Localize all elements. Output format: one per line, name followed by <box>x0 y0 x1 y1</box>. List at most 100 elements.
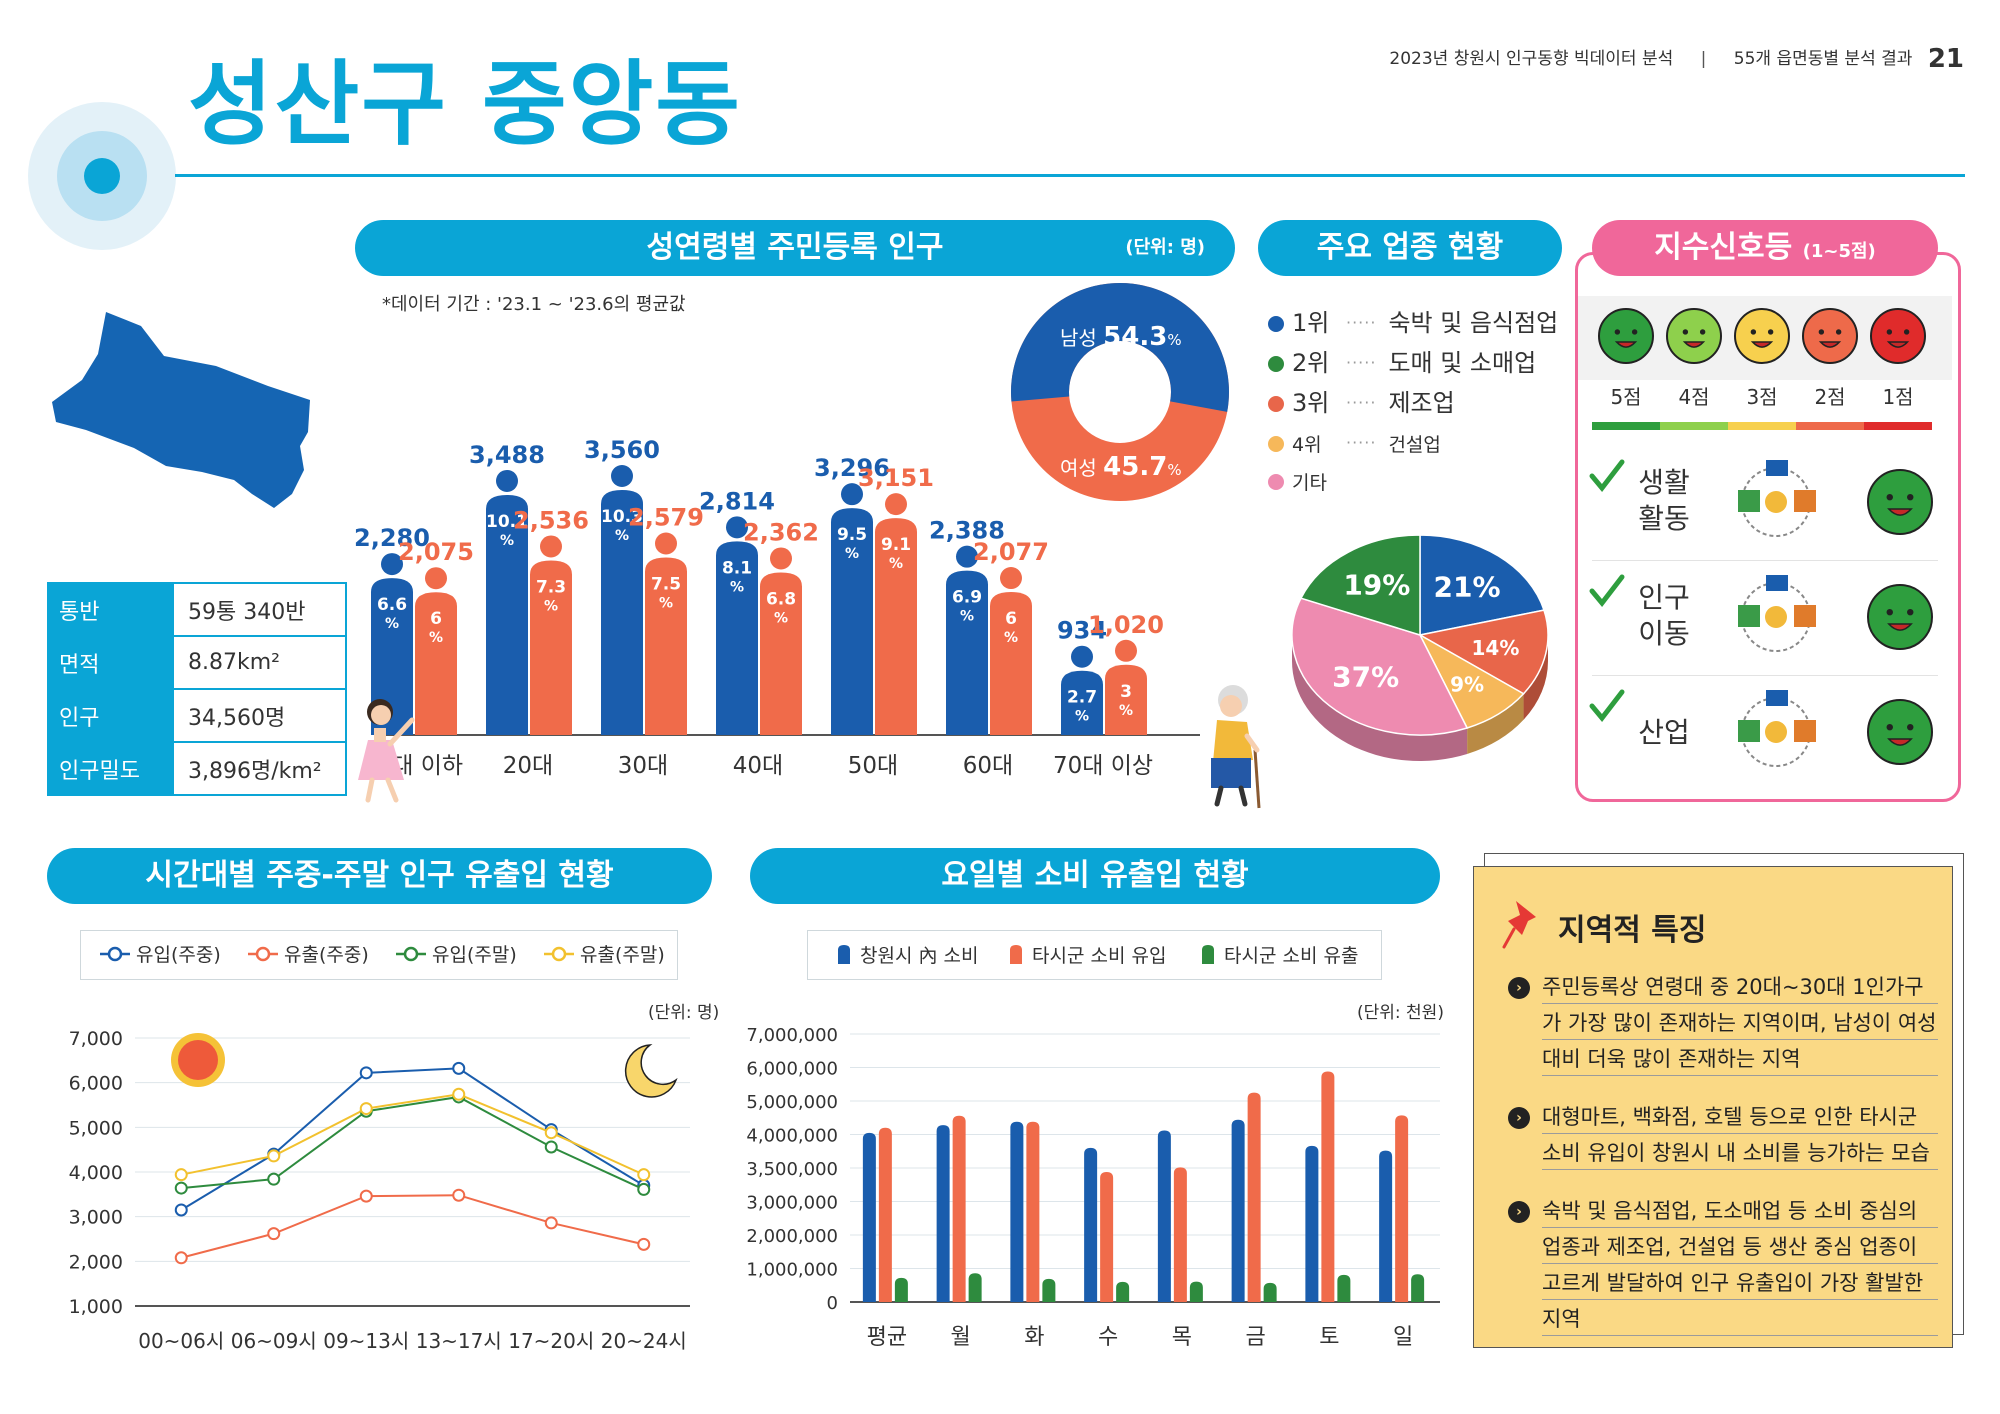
day-bar <box>936 1125 950 1302</box>
store-icon <box>1766 460 1788 476</box>
population-pct-label: 10.1 <box>486 512 528 532</box>
header-meta: 2023년 창원시 인구동향 빅데이터 분석 | 55개 읍면동별 분석 결과 … <box>1389 44 1964 74</box>
feature-item: › 주민등록상 연령대 중 20대~30대 1인가구가 가장 많이 존재하는 지역… <box>1508 969 1938 1077</box>
face-eye <box>1903 329 1910 335</box>
info-row: 통반 59통 340반 <box>47 582 347 637</box>
info-value: 8.87km² <box>172 635 347 690</box>
time-series-point <box>544 1216 558 1230</box>
info-row: 인구 34,560명 <box>47 688 347 743</box>
population-note: *데이터 기간 : '23.1 ~ '23.6의 평균값 <box>382 294 686 315</box>
face-icon <box>1802 308 1858 364</box>
person-icon <box>1765 491 1787 513</box>
signal-title-bar: 지수신호등 (1~5점) <box>1592 220 1938 276</box>
population-category-label: 40대 <box>733 753 783 779</box>
info-value: 34,560명 <box>172 688 347 743</box>
time-series-point <box>637 1182 651 1196</box>
face-mouth <box>1887 508 1913 516</box>
info-value: 3,896명/km² <box>172 741 347 796</box>
time-chart-title: 시간대별 주중-주말 인구 유출입 현황 <box>145 858 614 893</box>
day-legend-label: 창원시 內 소비 <box>860 945 978 967</box>
signal-scale: 5점 4점 3점 2점 1점 <box>1592 308 1932 430</box>
population-pct-label: 8.1 <box>722 558 752 578</box>
signal-scale-label: 2점 <box>1814 385 1845 409</box>
time-series-point <box>637 1237 651 1251</box>
time-ytick-label: 3,000 <box>69 1207 123 1229</box>
population-pct-sign: % <box>1119 703 1133 719</box>
info-key: 인구밀도 <box>47 741 174 796</box>
day-bar <box>1100 1172 1114 1302</box>
population-pct-sign: % <box>385 616 399 632</box>
population-bar <box>990 592 1032 735</box>
time-chart-unit: (단위: 명) <box>648 1003 720 1023</box>
chevron-right-icon: › <box>1508 1107 1530 1129</box>
legend-dot-icon <box>1268 474 1284 490</box>
header-rule <box>175 174 1965 177</box>
moon-icon <box>624 1044 678 1098</box>
day-bar <box>878 1127 892 1302</box>
signal-item-label: 산업 <box>1638 716 1690 749</box>
population-pct-sign: % <box>615 528 629 544</box>
population-bar-head <box>425 567 447 590</box>
sun-core <box>178 1040 218 1080</box>
day-ytick-label: 7,000,000 <box>746 1025 838 1046</box>
bag-icon <box>1794 605 1816 627</box>
signal-scale-bar <box>1660 422 1728 430</box>
feature-item: › 숙박 및 음식점업, 도소매업 등 소비 중심의 업종과 제조업, 건설업 등… <box>1508 1193 1938 1337</box>
industry-title-bar: 주요 업종 현황 <box>1258 220 1562 276</box>
pie-label: 14% <box>1472 636 1520 660</box>
day-bar <box>1189 1281 1203 1302</box>
dotted-leader: ····· <box>1346 433 1377 452</box>
district-map <box>52 312 310 508</box>
population-category-label: 60대 <box>963 753 1013 779</box>
face-eye <box>1886 329 1893 335</box>
time-xtick-label: 17~20시 <box>508 1329 594 1350</box>
day-category-label: 월 <box>951 1325 971 1350</box>
face-eye <box>1699 329 1706 335</box>
face-eye <box>1886 724 1893 731</box>
industry-name: 도매 및 소매업 <box>1388 349 1537 377</box>
population-category-label: 70대 이상 <box>1053 753 1153 779</box>
pie-label: 19% <box>1343 568 1410 601</box>
industry-legend-item: 1위 ····· 숙박 및 음식점업 <box>1268 305 1558 341</box>
feature-box: 지역적 특징 › 주민등록상 연령대 중 20대~30대 1인가구가 가장 많이 … <box>1473 866 1953 1348</box>
population-value-label: 3,151 <box>858 464 934 492</box>
industry-legend: 1위 ····· 숙박 및 음식점업 2위 ····· 도매 및 소매업 3위 ····· 제조… <box>1268 305 1568 505</box>
day-chart: 7,000,000 6,000,000 5,000,000 4,000,000 3,50… <box>746 945 1440 1350</box>
population-value-label: 2,579 <box>628 504 704 532</box>
face-mouth <box>1614 341 1638 348</box>
pie-side <box>1523 635 1548 720</box>
signal-item: 산업 <box>1578 680 1952 790</box>
population-value-label: 3,296 <box>814 454 890 482</box>
legend-marker-icon <box>255 946 271 962</box>
population-bar <box>371 578 413 735</box>
person-icon <box>1765 721 1787 743</box>
time-series-point <box>452 1061 466 1075</box>
legend-bar-icon <box>838 945 850 964</box>
legend-bar-icon <box>1010 945 1022 964</box>
population-bar-head <box>1071 645 1093 668</box>
population-value-label: 2,077 <box>973 538 1049 566</box>
industry-legend-item: 2위 ····· 도매 및 소매업 <box>1268 345 1536 381</box>
day-chart-title-bar: 요일별 소비 유출입 현황 <box>750 848 1440 904</box>
population-pct-label: 6 <box>430 609 442 629</box>
time-ytick-label: 6,000 <box>69 1073 123 1095</box>
day-bar <box>894 1277 908 1302</box>
population-bar-head <box>496 469 518 492</box>
time-ytick-label: 7,000 <box>69 1028 123 1050</box>
legend-marker-icon <box>403 946 419 962</box>
money-icon <box>1738 490 1760 512</box>
feature-text: 숙박 및 음식점업, 도소매업 등 소비 중심의 업종과 제조업, 건설업 등 … <box>1542 1193 1938 1337</box>
day-bar <box>1173 1167 1187 1302</box>
time-series-point <box>544 1126 558 1140</box>
population-pct-label: 6.9 <box>952 588 982 608</box>
industry-rank: 3위 <box>1292 389 1330 417</box>
population-bar-head <box>770 547 792 570</box>
dotted-leader: ····· <box>1346 313 1377 332</box>
signal-scale-label: 4점 <box>1678 385 1709 409</box>
signal-scale-bar <box>1728 422 1796 430</box>
pie-slice <box>1299 534 1421 637</box>
population-value-label: 934 <box>1057 617 1107 645</box>
face-eye <box>1907 724 1914 731</box>
day-bar <box>1026 1121 1040 1302</box>
time-series-line <box>180 1067 645 1211</box>
